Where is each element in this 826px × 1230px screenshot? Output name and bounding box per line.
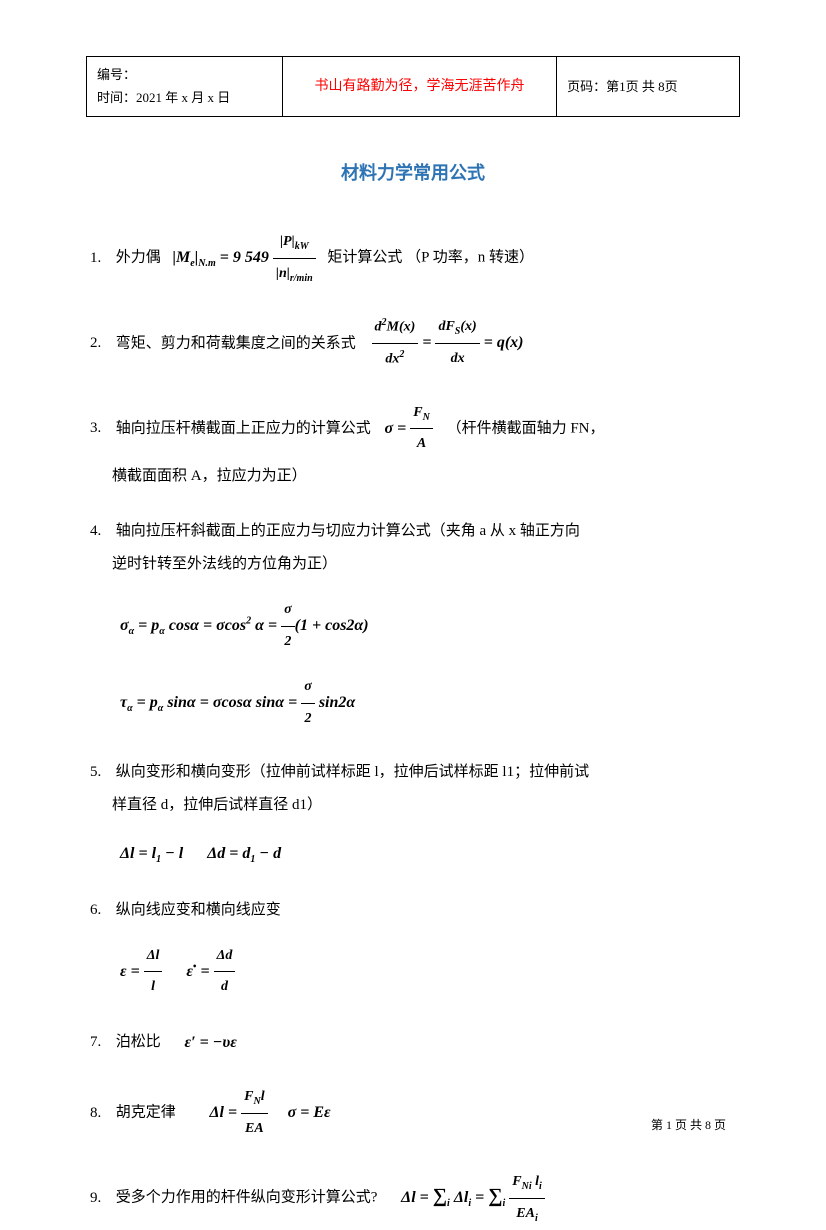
item-text-post-b: 横截面面积 A，拉应力为正） [112,468,307,484]
formula: d2M(x)dx2 = dFS(x)dx = q(x) [372,334,524,351]
formula: Δl = ∑i Δli = ∑i FNi liEAi [401,1189,545,1206]
header-quote: 书山有路勤为径，学海无涯苦作舟 [315,79,525,94]
item-text-pre: 受多个力作用的杆件纵向变形计算公式? [116,1190,378,1206]
item-5: 5. 纵向变形和横向变形（拉伸前试样标距 l，拉伸后试样标距 l1；拉伸前试 样… [90,756,740,871]
formula-b: τα = pα sinα = σcosα sinα = σ2 sin2α [120,672,740,735]
item-number: 7. [90,1026,112,1059]
header-page: 页码：第1页 共 8页 [567,79,678,94]
item-6: 6. 纵向线应变和横向线应变 ε = Δll ε• = Δdd [90,894,740,1004]
formula-a: Δl = l1 − l Δd = d1 − d [120,836,740,871]
formula: Δl = FNlEA σ = Eε [210,1104,331,1121]
item-text-pre: 胡克定律 [116,1105,176,1121]
bianhao: 编号： [97,67,136,82]
item-4: 4. 轴向拉压杆斜截面上的正应力与切应力计算公式（夹角 a 从 x 轴正方向 逆… [90,515,740,734]
item-text-pre: 外力偶 [116,250,161,266]
item-text-post-a: （杆件横截面轴力 FN， [447,420,605,436]
item-9: 9. 受多个力作用的杆件纵向变形计算公式? Δl = ∑i Δli = ∑i F… [90,1167,740,1230]
item-text-pre-b: 样直径 d，拉伸后试样直径 d1） [112,797,322,813]
item-1: 1. 外力偶 |Me|N.m = 9 549 |P|kW|n|r/min 矩计算… [90,227,740,290]
page-footer: 第 1 页 共 8 页 [651,1115,726,1137]
shijian: 时间：2021 年 x 月 x 日 [97,90,230,105]
item-number: 5. [90,756,112,789]
item-text-pre: 弯矩、剪力和荷载集度之间的关系式 [116,335,356,351]
item-number: 3. [90,412,112,445]
header-right: 页码：第1页 共 8页 [557,57,740,117]
item-number: 1. [90,242,112,275]
item-3: 3. 轴向拉压杆横截面上正应力的计算公式 σ = FNA （杆件横截面轴力 FN… [90,398,740,494]
formula: σ = FNA [385,420,433,437]
formula-a: σα = pα cosα = σcos2 α = σ2(1 + cos2α) [120,595,740,658]
item-2: 2. 弯矩、剪力和荷载集度之间的关系式 d2M(x)dx2 = dFS(x)dx… [90,312,740,376]
item-number: 9. [90,1182,112,1215]
item-text-pre: 轴向拉压杆横截面上正应力的计算公式 [116,420,371,436]
item-number: 2. [90,327,112,360]
header-mid: 书山有路勤为径，学海无涯苦作舟 [282,57,556,117]
item-number: 4. [90,515,112,548]
header-table: 编号： 时间：2021 年 x 月 x 日 书山有路勤为径，学海无涯苦作舟 页码… [86,56,740,117]
formula: |Me|N.m = 9 549 |P|kW|n|r/min [173,249,316,266]
content: 1. 外力偶 |Me|N.m = 9 549 |P|kW|n|r/min 矩计算… [86,227,740,1229]
item-text-pre: 泊松比 [116,1034,161,1050]
formula-a: ε = Δll ε• = Δdd [120,941,740,1004]
item-number: 8. [90,1097,112,1130]
item-text-pre: 轴向拉压杆斜截面上的正应力与切应力计算公式（夹角 a 从 x 轴正方向 [116,523,580,539]
item-text-post: 矩计算公式 （P 功率，n 转速） [327,250,534,266]
item-text-pre: 纵向线应变和横向线应变 [116,902,281,918]
item-text-pre-b: 逆时针转至外法线的方位角为正） [112,556,337,572]
item-number: 6. [90,894,112,927]
header-left: 编号： 时间：2021 年 x 月 x 日 [87,57,283,117]
item-7: 7. 泊松比 ε′ = −υε [90,1025,740,1060]
formula: ε′ = −υε [185,1034,237,1051]
item-text-pre: 纵向变形和横向变形（拉伸前试样标距 l，拉伸后试样标距 l1；拉伸前试 [116,764,589,780]
item-8: 8. 胡克定律 Δl = FNlEA σ = Eε [90,1082,740,1145]
document-title: 材料力学常用公式 [86,157,740,189]
